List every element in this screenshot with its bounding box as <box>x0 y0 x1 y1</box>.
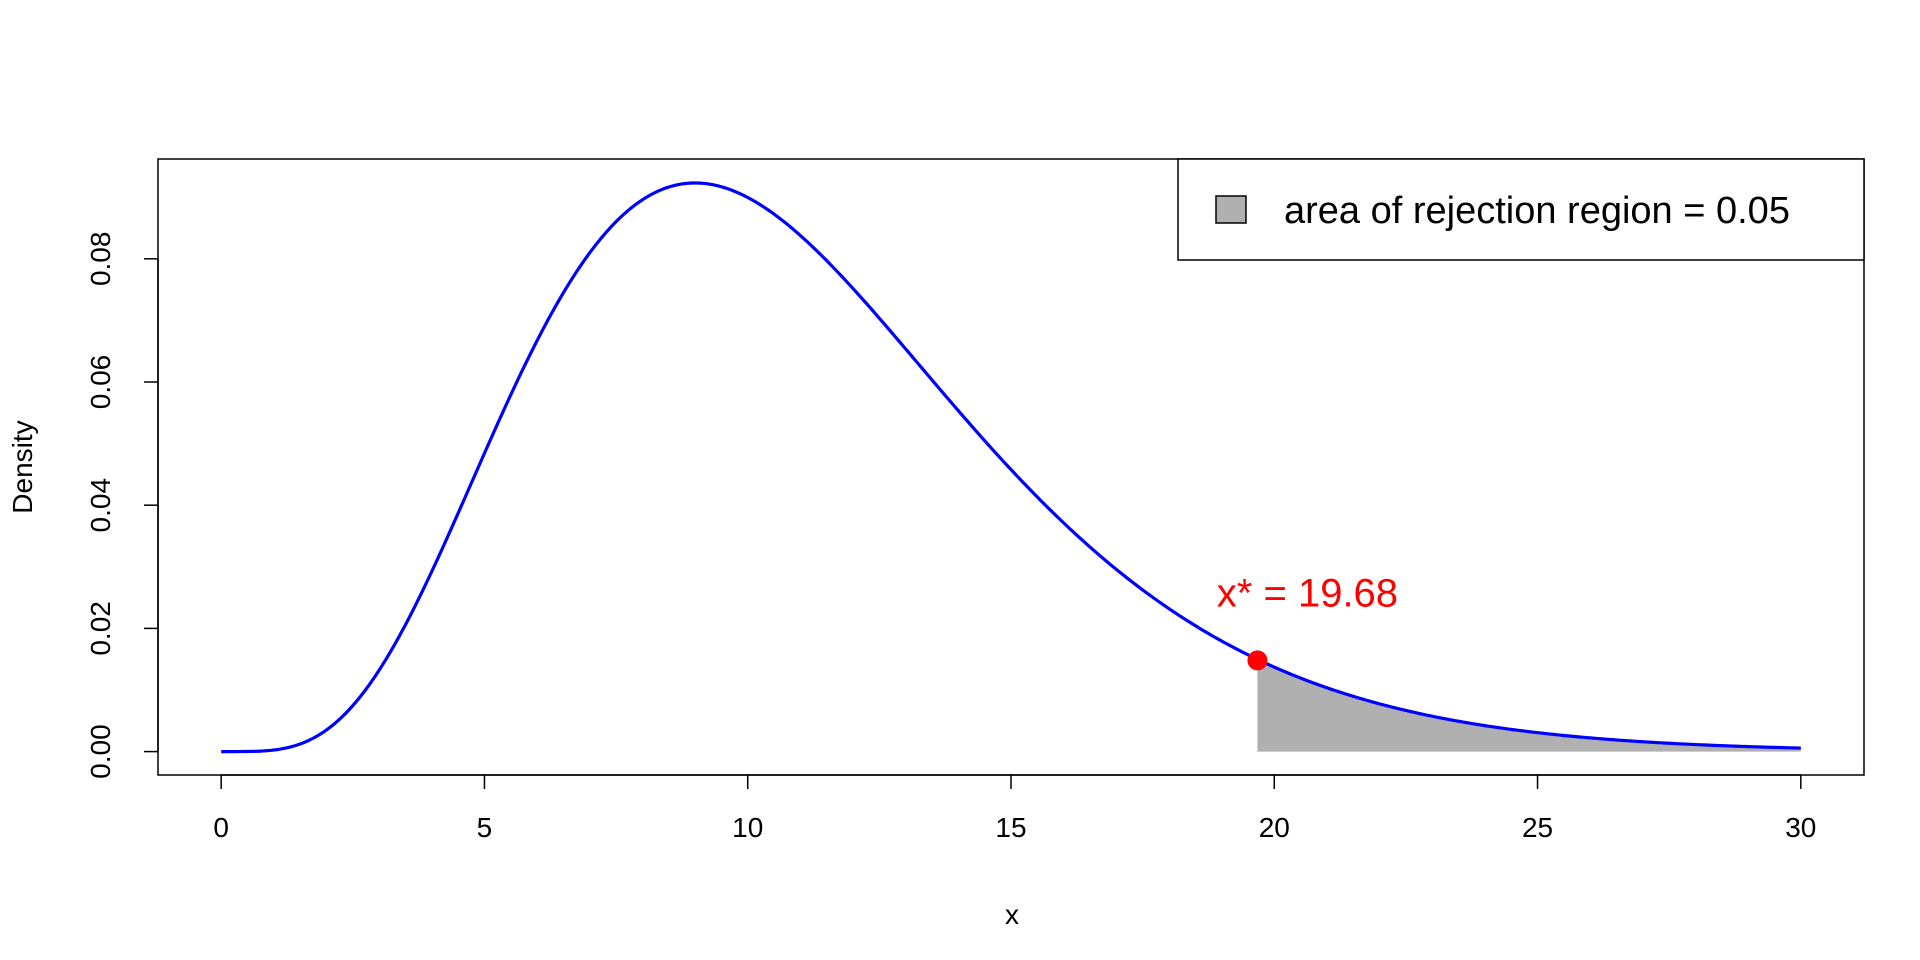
x-tick-label: 10 <box>732 812 763 843</box>
y-tick-label: 0.04 <box>85 478 116 533</box>
y-tick-label: 0.08 <box>85 232 116 287</box>
x-tick-label: 15 <box>995 812 1026 843</box>
y-tick-label: 0.06 <box>85 355 116 410</box>
y-tick-label: 0.00 <box>85 724 116 779</box>
density-curve <box>221 181 1801 754</box>
legend-label: area of rejection region = 0.05 <box>1284 190 1790 232</box>
critical-value-label: x* = 19.68 <box>1217 571 1398 615</box>
critical-point-marker <box>1247 650 1268 671</box>
x-tick-label: 5 <box>477 812 493 843</box>
x-tick-label: 30 <box>1785 812 1816 843</box>
x-axis-label: x <box>1005 899 1019 930</box>
x-tick-label: 20 <box>1259 812 1290 843</box>
y-axis-label: Density <box>7 420 38 513</box>
legend: area of rejection region = 0.05 <box>1177 158 1865 261</box>
legend-box <box>1177 158 1865 261</box>
legend-swatch <box>1215 195 1247 224</box>
rejection-region-area <box>1257 659 1801 752</box>
x-tick-label: 0 <box>213 812 229 843</box>
y-tick-label: 0.02 <box>85 601 116 656</box>
x-tick-label: 25 <box>1522 812 1553 843</box>
